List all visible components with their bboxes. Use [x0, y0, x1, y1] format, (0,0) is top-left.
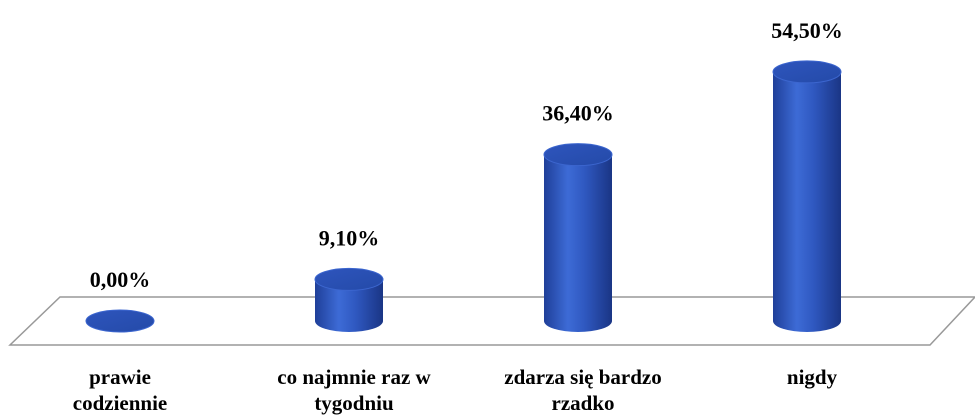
- cylinder: [543, 143, 613, 332]
- cylinder: [85, 309, 155, 333]
- cylinder-top: [772, 60, 842, 84]
- floor: [8, 296, 975, 346]
- value-label: 54,50%: [771, 18, 843, 43]
- cylinder-body: [544, 154, 612, 332]
- value-label: 0,00%: [90, 267, 151, 292]
- x-tick-label: prawie codziennie: [72, 365, 168, 415]
- cylinder: [772, 60, 842, 332]
- cylinder-top: [85, 309, 155, 333]
- cylinder-body: [773, 71, 841, 332]
- cylinder-body: [315, 279, 383, 332]
- value-label: 36,40%: [542, 101, 614, 126]
- x-tick-label: zdarza się bardzo rzadko: [504, 365, 662, 415]
- value-label: 9,10%: [319, 225, 380, 250]
- cylinder: [314, 267, 384, 332]
- x-tick-label: nigdy: [786, 365, 838, 389]
- x-tick-label: co najmnie raz w tygodniu: [277, 365, 431, 415]
- cylinder-top: [543, 143, 613, 167]
- cylinder-top: [314, 267, 384, 291]
